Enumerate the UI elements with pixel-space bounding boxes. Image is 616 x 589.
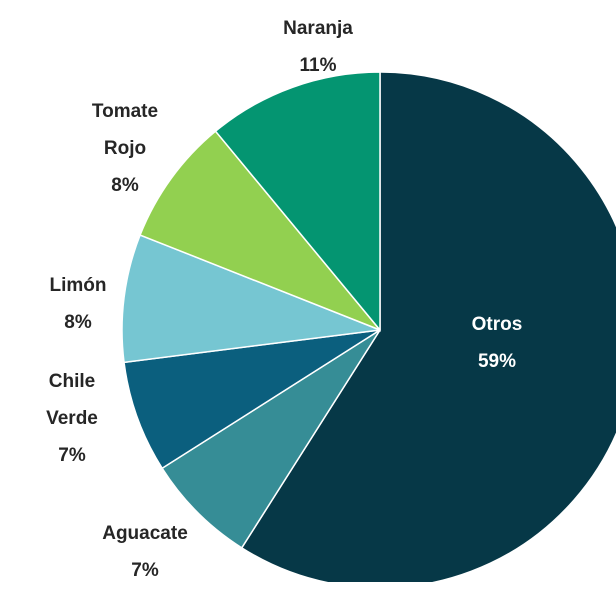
slice-label: Tomate Rojo 8% xyxy=(80,93,170,204)
category-label: Limón xyxy=(49,275,107,296)
slice-label: Limón 8% xyxy=(28,267,128,341)
pie-slice xyxy=(161,329,381,549)
slice-label: Chile Verde 7% xyxy=(32,363,112,474)
value-label: 7% xyxy=(131,560,159,581)
category-label: Naranja xyxy=(283,18,353,39)
pie-slice xyxy=(123,329,381,470)
value-label: 59% xyxy=(477,351,517,372)
slice-label: Otros 59% xyxy=(437,306,557,380)
value-label: 11% xyxy=(299,55,337,76)
value-label: 8% xyxy=(111,175,139,196)
category-label: Tomate Rojo xyxy=(91,101,159,159)
slice-label: Aguacate 7% xyxy=(75,515,215,589)
value-label: 7% xyxy=(58,445,86,466)
pie-slice xyxy=(240,71,616,582)
pie-slice xyxy=(139,130,381,331)
category-label: Chile Verde xyxy=(46,371,98,429)
pie-slice xyxy=(214,71,381,333)
value-label: 8% xyxy=(64,312,92,333)
slice-label: Naranja 11% xyxy=(248,10,388,84)
category-label: Aguacate xyxy=(102,523,188,544)
category-label: Otros xyxy=(471,314,523,335)
pie-slice xyxy=(121,234,381,364)
